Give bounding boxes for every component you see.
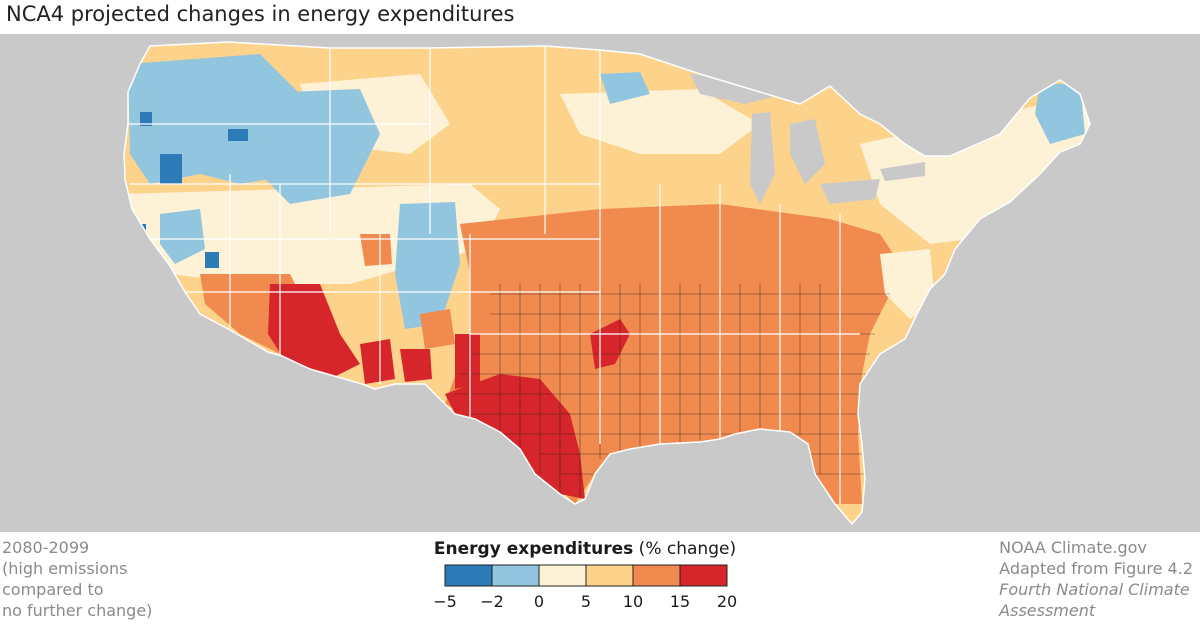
map-panel — [0, 34, 1200, 532]
legend-tick-label: −5 — [433, 592, 457, 611]
state-borders — [128, 46, 860, 504]
credit-line-3: Fourth National Climate — [999, 580, 1190, 599]
credit-line-4: Assessment — [999, 601, 1096, 620]
legend-tick-label: 10 — [623, 592, 643, 611]
legend-tick-label: −2 — [480, 592, 504, 611]
legend-swatch — [632, 564, 681, 587]
legend-tick-label: 5 — [581, 592, 591, 611]
legend-title-unit: (% change) — [633, 539, 737, 559]
legend-tick-label: 20 — [717, 592, 737, 611]
credit-line-1: NOAA Climate.gov — [999, 538, 1147, 557]
map-title: NCA4 projected changes in energy expendi… — [6, 2, 515, 26]
us-outline — [123, 41, 1091, 526]
period-line-2: (high emissions — [2, 559, 128, 578]
legend-swatch — [538, 564, 587, 587]
period-line-1: 2080-2099 — [2, 538, 90, 557]
legend-title-main: Energy expenditures — [433, 539, 634, 559]
credit-line-2: Adapted from Figure 4.2 — [999, 559, 1193, 578]
legend-swatch — [444, 564, 493, 587]
legend-tick-label: 15 — [670, 592, 690, 611]
legend: Energy expenditures (% change) −5 −2 0 5 10 1… — [375, 538, 795, 628]
period-line-4: no further change) — [2, 601, 153, 620]
credit-note: NOAA Climate.gov Adapted from Figure 4.2… — [999, 537, 1193, 621]
legend-swatch — [585, 564, 634, 587]
us-choropleth-map — [0, 34, 1200, 532]
great-lakes — [690, 74, 925, 204]
legend-tick-label: 0 — [534, 592, 544, 611]
legend-title: Energy expenditures (% change) — [375, 539, 795, 559]
period-line-3: compared to — [2, 580, 104, 599]
legend-swatch — [491, 564, 540, 587]
legend-color-bar: −5 −2 0 5 10 15 20 — [433, 564, 737, 611]
period-note: 2080-2099 (high emissions compared to no… — [2, 537, 152, 621]
legend-swatch — [679, 564, 728, 587]
